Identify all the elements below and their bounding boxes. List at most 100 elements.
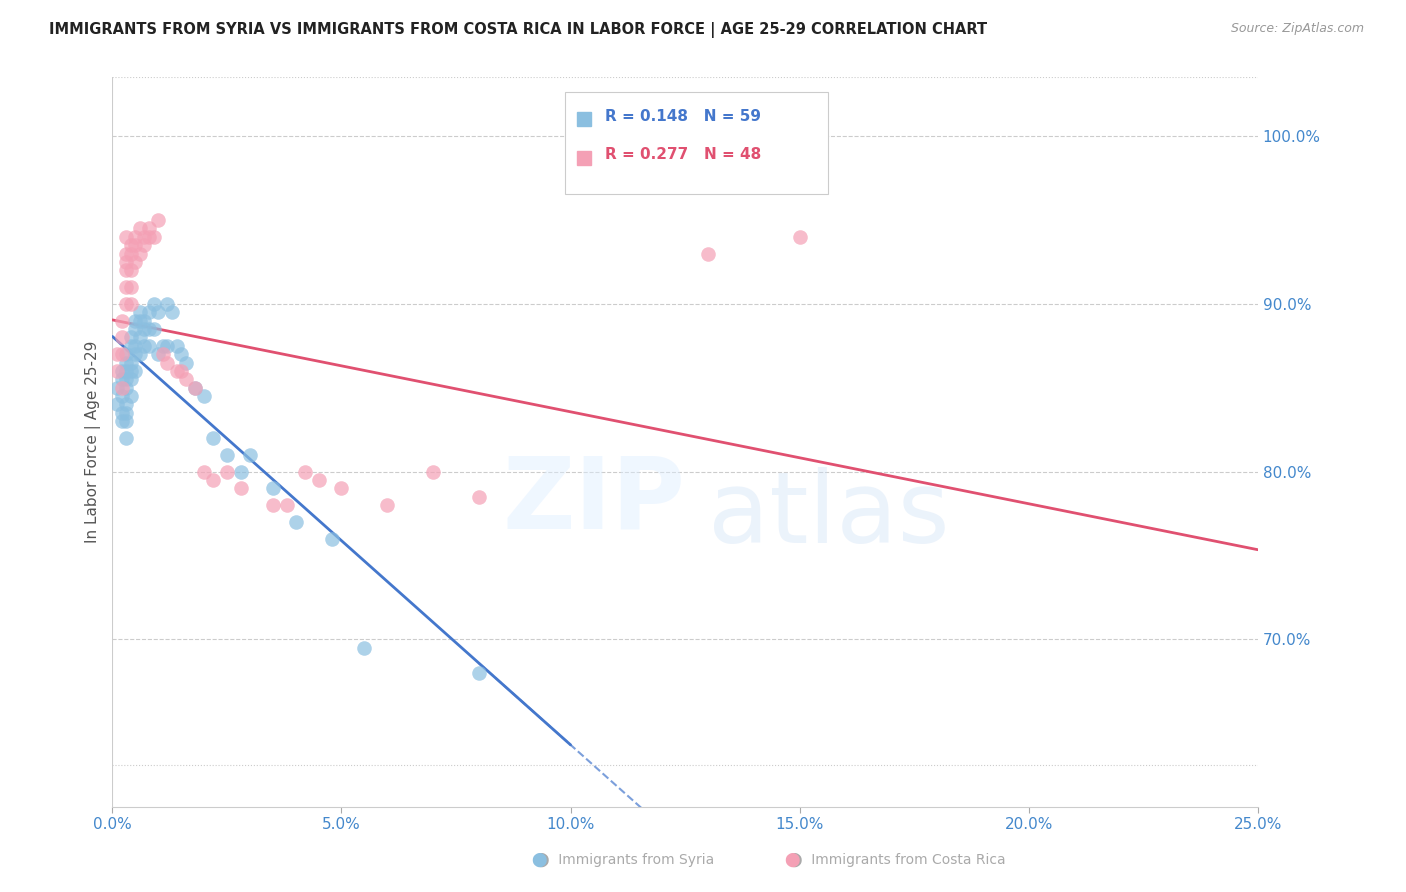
Point <box>115 246 138 260</box>
Point <box>120 263 142 277</box>
Point <box>215 448 238 462</box>
Point <box>110 364 132 378</box>
Point <box>229 465 252 479</box>
Point <box>124 255 146 269</box>
Point <box>115 255 138 269</box>
Point <box>115 263 138 277</box>
Point <box>184 381 207 395</box>
Point <box>124 339 146 353</box>
Point <box>138 229 160 244</box>
Point <box>124 322 146 336</box>
Point <box>262 498 284 512</box>
Point <box>124 238 146 252</box>
Point <box>124 229 146 244</box>
Y-axis label: In Labor Force | Age 25-29: In Labor Force | Age 25-29 <box>86 341 101 543</box>
Point <box>129 221 152 235</box>
Point <box>148 213 170 227</box>
Point <box>276 498 298 512</box>
Point <box>321 532 343 546</box>
Point <box>129 330 152 344</box>
Point <box>110 313 132 327</box>
Point <box>115 372 138 386</box>
Point <box>120 297 142 311</box>
Point <box>124 313 146 327</box>
Point <box>120 364 142 378</box>
Text: R = 0.148   N = 59: R = 0.148 N = 59 <box>605 109 761 124</box>
Point <box>148 305 170 319</box>
Point <box>468 665 491 680</box>
Point <box>142 297 165 311</box>
Point <box>105 347 128 361</box>
Point <box>115 431 138 445</box>
Point <box>110 372 132 386</box>
Point <box>115 381 138 395</box>
Text: ZIP: ZIP <box>502 452 685 549</box>
Text: ⬤: ⬤ <box>531 853 547 867</box>
Point <box>134 229 156 244</box>
Point <box>170 364 193 378</box>
Point <box>115 406 138 420</box>
Point <box>262 481 284 495</box>
Point <box>110 330 132 344</box>
Point <box>166 339 188 353</box>
Point <box>148 347 170 361</box>
Point <box>215 465 238 479</box>
Point <box>375 498 398 512</box>
Point <box>697 246 720 260</box>
Text: IMMIGRANTS FROM SYRIA VS IMMIGRANTS FROM COSTA RICA IN LABOR FORCE | AGE 25-29 C: IMMIGRANTS FROM SYRIA VS IMMIGRANTS FROM… <box>49 22 987 38</box>
Point <box>193 389 215 403</box>
Point <box>193 465 215 479</box>
Point <box>124 364 146 378</box>
Point <box>110 414 132 428</box>
Point <box>202 431 225 445</box>
Point <box>184 381 207 395</box>
Point <box>110 389 132 403</box>
Point <box>138 305 160 319</box>
Point <box>468 490 491 504</box>
Point <box>120 238 142 252</box>
Point <box>115 397 138 411</box>
Point <box>110 381 132 395</box>
Point <box>105 397 128 411</box>
Point <box>422 465 444 479</box>
Text: ⬤: ⬤ <box>785 853 800 867</box>
Point <box>170 347 193 361</box>
Point <box>120 389 142 403</box>
Point <box>134 313 156 327</box>
Point <box>284 515 307 529</box>
Point <box>330 481 353 495</box>
Point <box>120 372 142 386</box>
Point <box>134 322 156 336</box>
Point <box>308 473 330 487</box>
Point <box>156 339 179 353</box>
Point <box>160 305 183 319</box>
Point <box>120 330 142 344</box>
Point <box>115 229 138 244</box>
Point <box>174 372 197 386</box>
Point <box>152 339 174 353</box>
Text: ⬤  Immigrants from Costa Rica: ⬤ Immigrants from Costa Rica <box>787 853 1005 867</box>
Point <box>115 347 138 361</box>
Point <box>152 347 174 361</box>
Point <box>134 339 156 353</box>
Text: R = 0.277   N = 48: R = 0.277 N = 48 <box>605 147 761 162</box>
Text: atlas: atlas <box>709 467 949 564</box>
Point <box>134 238 156 252</box>
Point <box>156 297 179 311</box>
Point <box>156 355 179 369</box>
Point <box>129 246 152 260</box>
Point <box>142 322 165 336</box>
FancyBboxPatch shape <box>565 92 828 194</box>
Text: ⬤  Immigrants from Syria: ⬤ Immigrants from Syria <box>534 853 714 867</box>
Point <box>105 381 128 395</box>
Point <box>129 347 152 361</box>
Point <box>166 364 188 378</box>
Point <box>202 473 225 487</box>
Point <box>115 414 138 428</box>
Point <box>120 280 142 294</box>
Point <box>138 221 160 235</box>
Point <box>138 322 160 336</box>
Point <box>353 640 375 655</box>
Point <box>115 297 138 311</box>
Point <box>124 347 146 361</box>
